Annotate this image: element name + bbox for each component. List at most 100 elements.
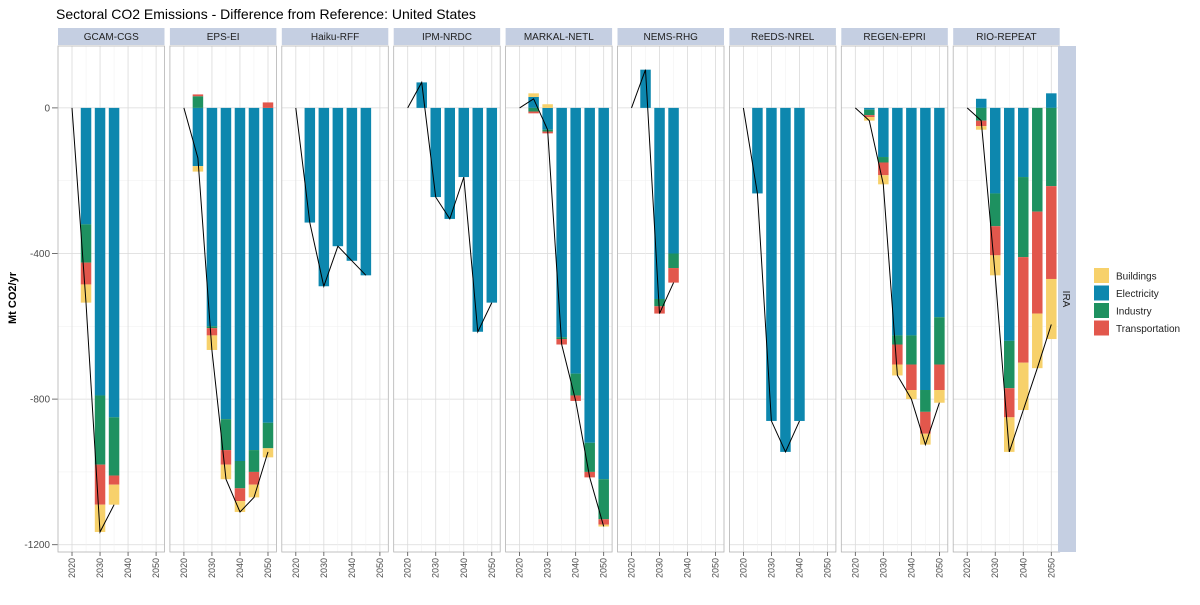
x-tick-label: 2050 xyxy=(599,558,609,578)
bar-segment-industry xyxy=(220,419,232,451)
bar-segment-electricity xyxy=(318,107,330,287)
facet-panel: ReEDS-NREL 2020 2030 2040 2050 xyxy=(729,28,837,578)
bar-segment-electricity xyxy=(458,107,470,178)
bar-segment-transportation xyxy=(528,111,539,114)
facet-panel: NEMS-RHG 2020 2030 2040 2050 xyxy=(617,28,725,578)
bar-segment-transportation xyxy=(906,364,917,391)
net-total-line xyxy=(519,98,605,527)
x-tick-label: 2020 xyxy=(515,558,525,578)
bar-segment-buildings xyxy=(1018,362,1029,411)
bar-segment-electricity xyxy=(206,107,218,327)
x-tick-label: 2020 xyxy=(738,558,748,578)
x-tick-label: 2030 xyxy=(431,558,441,578)
chart-title: Sectoral CO2 Emissions - Difference from… xyxy=(56,6,476,22)
x-tick-label: 2030 xyxy=(543,558,553,578)
bar-segment-electricity xyxy=(416,82,427,108)
bar-segment-industry xyxy=(892,335,903,345)
bar-segment-transportation xyxy=(206,328,218,336)
x-tick-label: 2030 xyxy=(207,558,217,578)
bar-segment-industry xyxy=(1032,107,1043,212)
bar-segment-electricity xyxy=(584,107,595,443)
x-tick-label: 2050 xyxy=(934,558,944,578)
bar-segment-industry xyxy=(1004,340,1015,389)
panel-border xyxy=(505,45,613,553)
bar-segment-electricity xyxy=(1004,107,1015,341)
bar-segment-electricity xyxy=(304,107,316,223)
facet-strip xyxy=(729,28,836,45)
x-tick-label: 2020 xyxy=(962,558,972,578)
facet-panel: MARKAL-NETL 2020 2030 2040 2050 xyxy=(505,28,613,578)
bar-segment-electricity xyxy=(220,107,232,420)
bar-segment-electricity xyxy=(234,107,246,461)
panel-border xyxy=(840,45,949,553)
bar-segment-electricity xyxy=(752,107,763,194)
bar-segment-electricity xyxy=(332,107,344,247)
bar-segment-buildings xyxy=(1032,313,1043,369)
x-tick-label: 2020 xyxy=(627,558,637,578)
bar-segment-industry xyxy=(248,450,260,472)
x-tick-label: 2050 xyxy=(487,558,497,578)
bar-segment-electricity xyxy=(668,107,679,254)
x-tick-label: 2050 xyxy=(1046,558,1056,578)
facet-strip xyxy=(617,28,724,45)
bar-segment-buildings xyxy=(1004,417,1015,452)
facet-panel: EPS-EI 2020 2030 2040 2050 xyxy=(169,28,277,578)
panel-border xyxy=(281,45,389,553)
legend-label: Industry xyxy=(1116,307,1152,318)
bar-segment-electricity xyxy=(542,107,553,130)
bar-segment-industry xyxy=(584,442,595,472)
bar-segment-electricity xyxy=(248,107,260,451)
facet-panel: Haiku-RFF 2020 2030 2040 2050 xyxy=(281,28,389,578)
bar-segment-transportation xyxy=(234,488,246,502)
bar-segment-electricity xyxy=(192,107,204,167)
bar-segment-electricity xyxy=(892,107,903,336)
bar-segment-transportation xyxy=(668,268,679,283)
x-tick-label: 2030 xyxy=(878,558,888,578)
legend-label: Buildings xyxy=(1116,272,1157,283)
facet-strip-label: GCAM-CGS xyxy=(84,32,139,43)
facet-strip-right: IRA xyxy=(1058,46,1076,552)
x-tick-label: 2040 xyxy=(906,558,916,578)
bar-segment-industry xyxy=(192,96,204,108)
bar-segment-electricity xyxy=(486,107,498,303)
bar-segment-electricity xyxy=(556,107,567,338)
net-total-line xyxy=(183,107,269,513)
facet-strip-label: RIO-REPEAT xyxy=(976,32,1036,43)
bar-segment-industry xyxy=(80,224,92,263)
bar-segment-industry xyxy=(94,395,106,465)
net-total-line xyxy=(742,107,800,454)
bar-segment-electricity xyxy=(989,107,1001,194)
bar-segment-buildings xyxy=(94,504,106,532)
bar-segment-industry xyxy=(975,107,987,121)
x-tick-label: 2020 xyxy=(179,558,189,578)
bar-segment-electricity xyxy=(346,107,358,261)
facet-strip-label: ReEDS-NREL xyxy=(751,32,815,43)
x-tick-label: 2050 xyxy=(823,558,833,578)
facet-strip xyxy=(281,28,389,45)
bar-segment-transportation xyxy=(598,519,609,525)
facet-strip-label: EPS-EI xyxy=(207,32,240,43)
bar-segment-buildings xyxy=(528,93,539,97)
bar-segment-industry xyxy=(934,317,945,365)
bar-segment-industry xyxy=(864,109,875,116)
bar-segment-electricity xyxy=(430,107,441,198)
facet-strip-label: MARKAL-NETL xyxy=(524,32,594,43)
bar-segment-electricity xyxy=(262,107,274,423)
bar-segment-transportation xyxy=(94,464,106,505)
bar-segment-buildings xyxy=(248,484,260,498)
bar-segment-transportation xyxy=(80,262,92,285)
facet-panel: IPM-NRDC 2020 2030 2040 2050 xyxy=(393,28,501,578)
legend-label: Transportation xyxy=(1116,324,1180,335)
net-total-line xyxy=(71,107,115,534)
bar-segment-industry xyxy=(989,193,1001,227)
x-tick-label: 2040 xyxy=(1018,558,1028,578)
net-total-line xyxy=(631,69,675,314)
facet-strip xyxy=(169,28,277,45)
y-tick-label: -800 xyxy=(30,395,50,406)
bar-segment-electricity xyxy=(878,107,889,158)
x-tick-label: 2050 xyxy=(375,558,385,578)
bar-segment-industry xyxy=(920,390,931,412)
legend-swatch-industry xyxy=(1094,303,1109,318)
bar-segment-transportation xyxy=(989,226,1001,256)
facet-panel: GCAM-CGS 2020 2030 2040 2050 xyxy=(57,28,165,578)
